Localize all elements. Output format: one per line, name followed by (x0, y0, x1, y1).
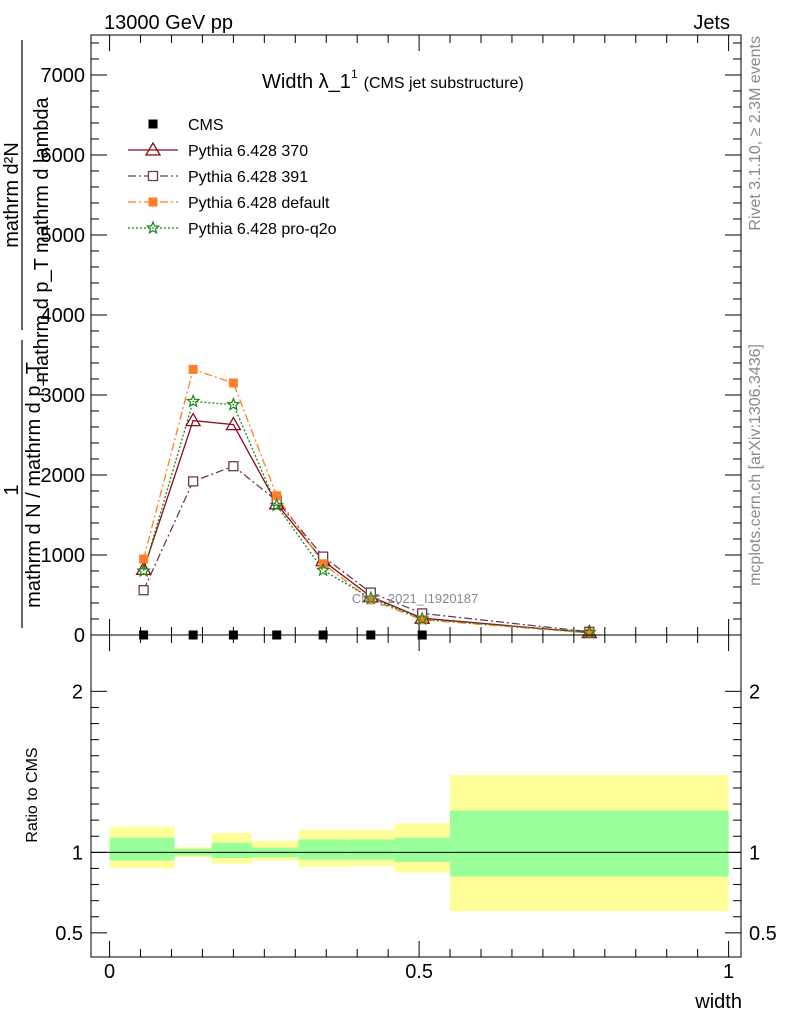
ratio-band-inner (394, 837, 451, 863)
data-point (228, 461, 239, 472)
legend-label: Pythia 6.428 391 (188, 169, 308, 186)
data-point (272, 491, 282, 501)
ratio-ytick-label-right: 2 (749, 681, 760, 703)
ratio-band-inner (109, 837, 175, 861)
data-point (148, 119, 158, 129)
data-point (145, 220, 161, 235)
ylabel-numerator: mathrm d²N (1, 142, 23, 248)
plot-title-text: Width λ_1 (262, 71, 351, 93)
xlabel: width (694, 991, 742, 1013)
ylabel-prefix-denominator: mathrm d N / mathrm d p_T (23, 362, 45, 608)
ratio-plot-frame (90, 634, 742, 958)
ratio-plot: 0.5 0.5 1 1 2 2 0 0.5 1 Ratio to CMS width (24, 634, 777, 1013)
data-point (135, 561, 152, 576)
ratio-ytick-label-right: 0.5 (749, 923, 777, 945)
main-ytick-label: 4000 (41, 305, 86, 327)
data-point (417, 615, 427, 625)
data-point (147, 170, 159, 182)
ratio-ytick-label: 0.5 (55, 923, 83, 945)
data-point (187, 476, 199, 487)
data-point (139, 554, 149, 564)
series-line (142, 368, 590, 634)
ratio-band-inner (211, 842, 252, 858)
main-plot: 0 1000 2000 3000 4000 5000 6000 7000 CMS_2021_I… (41, 34, 742, 647)
legend: CMS Pythia 6.428 370 Pythia 6.428 391 Pythi… (128, 117, 337, 238)
plot-subtitle: (CMS jet substructure) (364, 75, 524, 92)
data-point (144, 141, 162, 156)
series-line (143, 465, 590, 633)
ratio-ytick-label: 2 (72, 681, 83, 703)
series-line (142, 400, 590, 634)
legend-label: Pythia 6.428 370 (188, 143, 308, 160)
ratio-bands (109, 775, 729, 912)
main-ytick-label: 0 (74, 625, 85, 647)
data-point (138, 585, 149, 596)
legend-label: CMS (188, 117, 224, 134)
ratio-ticks: 0.5 0.5 1 1 2 2 0 0.5 1 (55, 635, 777, 983)
main-ytick-label: 3000 (41, 385, 86, 407)
main-series-lines (142, 368, 590, 634)
plot-title-superscript: 1 (351, 67, 358, 81)
legend-label: Pythia 6.428 pro-q2o (188, 221, 337, 238)
series-line (142, 419, 590, 634)
data-point (136, 563, 151, 578)
xtick-label: 1 (723, 961, 734, 983)
data-point (315, 562, 331, 577)
data-point (414, 611, 430, 626)
main-ticks: 0 1000 2000 3000 4000 5000 6000 7000 (41, 35, 741, 647)
legend-label: Pythia 6.428 default (188, 195, 330, 212)
ylabel-prefix-numerator: 1 (1, 484, 23, 495)
main-ytick-label: 6000 (41, 145, 86, 167)
plot-title: Width λ_11 (CMS jet substructure) (262, 67, 524, 93)
data-point (185, 412, 202, 427)
data-point (366, 595, 376, 605)
header-energy-label: 13000 GeV pp (104, 12, 233, 34)
ratio-ytick-label-right: 1 (749, 842, 760, 864)
data-point (269, 497, 284, 512)
data-point (225, 416, 242, 431)
ratio-band-inner (347, 839, 395, 860)
data-point (584, 628, 594, 638)
data-point (185, 393, 201, 408)
header-jets-label: Jets (693, 12, 730, 34)
main-ytick-label: 5000 (41, 225, 86, 247)
data-point (363, 590, 379, 605)
data-point (188, 364, 198, 374)
ratio-ytick-label: 1 (72, 842, 83, 864)
xtick-label: 0 (104, 961, 115, 983)
ratio-band-inner (450, 810, 729, 877)
ratio-band-inner (298, 839, 348, 860)
data-point (226, 396, 241, 411)
main-ytick-label: 1000 (41, 545, 86, 567)
watermark: CMS_2021_I1920187 (352, 591, 479, 606)
xtick-label: 0.5 (405, 961, 433, 983)
main-ylabel: 1 mathrm d N / mathrm d p_T mathrm d²N m… (1, 40, 53, 628)
ylabel-denominator: mathrm d p_T mathrm d lambda (31, 96, 53, 382)
data-point (228, 378, 238, 388)
main-ytick-label: 2000 (41, 465, 86, 487)
ratio-ylabel: Ratio to CMS (24, 747, 41, 842)
data-point (148, 197, 158, 207)
rivet-label: Rivet 3.1.10, ≥ 2.3M events (747, 36, 764, 231)
mcplots-label: mcplots.cern.ch [arXiv:1306.3436] (747, 344, 764, 586)
main-ytick-label: 7000 (41, 65, 86, 87)
